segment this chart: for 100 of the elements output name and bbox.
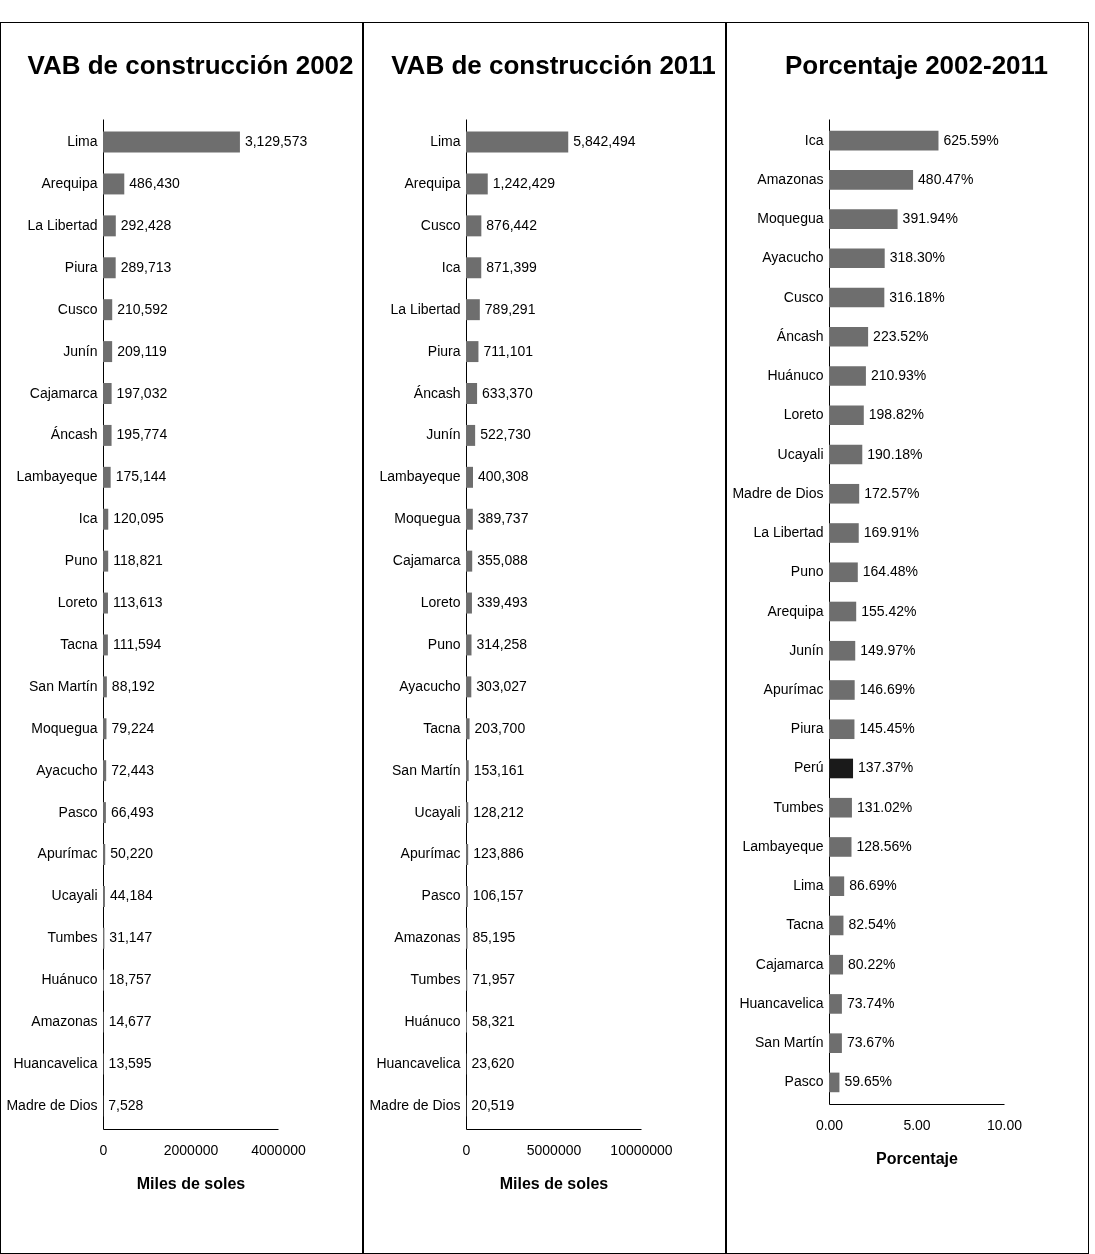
data-label: 50,220	[110, 845, 154, 862]
x-tick-label: 5000000	[526, 1141, 582, 1158]
data-label: 318.30%	[889, 249, 945, 266]
data-label: 625.59%	[943, 131, 999, 148]
data-label: 58,321	[472, 1013, 516, 1030]
y-tick-label: Cusco	[57, 300, 98, 317]
bar	[829, 797, 852, 818]
bar	[466, 341, 479, 363]
y-tick-label: La Libertad	[390, 300, 461, 317]
y-tick-label: Ica	[804, 131, 824, 148]
bar	[103, 550, 109, 572]
bar	[829, 915, 844, 936]
bar	[103, 592, 108, 614]
x-axis-title: Porcentaje	[876, 1149, 959, 1167]
bar	[466, 466, 474, 488]
data-label: 209,119	[117, 342, 167, 359]
y-tick-label: Tumbes	[47, 929, 98, 946]
data-label: 131.02%	[856, 798, 913, 815]
x-tick-label: 10000000	[610, 1141, 673, 1158]
data-label: 522,730	[480, 426, 531, 443]
y-tick-label: Pasco	[784, 1073, 824, 1090]
x-tick-label: 0.00	[815, 1116, 844, 1133]
data-label: 128.56%	[856, 837, 912, 854]
data-label: 871,399	[486, 258, 538, 275]
data-label: 80.22%	[848, 955, 896, 972]
chart-title: VAB de construcción 2011	[391, 50, 716, 80]
bar	[103, 466, 111, 488]
bar	[466, 718, 470, 740]
bar	[829, 1072, 840, 1093]
data-label: 111,594	[112, 635, 162, 652]
data-label: 1,242,429	[492, 174, 556, 191]
y-tick-label: Arequipa	[41, 174, 98, 191]
data-label: 169.91%	[863, 524, 920, 541]
y-tick-label: San Martín	[392, 761, 461, 778]
y-tick-label: Moquegua	[757, 210, 824, 227]
y-tick-label: Áncash	[413, 384, 461, 401]
data-label: 289,713	[120, 258, 172, 275]
data-label: 789,291	[484, 300, 536, 317]
bar	[829, 640, 856, 661]
y-tick-label: La Libertad	[753, 524, 824, 541]
data-label: 79,224	[111, 719, 155, 736]
data-label: 164.48%	[862, 563, 919, 580]
y-tick-label: Tumbes	[773, 798, 824, 815]
data-label: 14,677	[108, 1013, 152, 1030]
data-label: 120,095	[113, 510, 165, 527]
y-tick-label: Apurímac	[763, 680, 824, 697]
data-label: 389,737	[477, 510, 529, 527]
y-tick-label: Apurímac	[400, 845, 461, 862]
data-label: 71,957	[472, 971, 516, 988]
data-label: 292,428	[120, 216, 172, 233]
x-axis-title: Miles de soles	[136, 1174, 246, 1192]
y-tick-label: Huánuco	[404, 1013, 461, 1030]
data-label: 198.82%	[868, 406, 925, 423]
bar	[466, 592, 472, 614]
y-tick-label: Arequipa	[404, 174, 461, 191]
data-label: 23,620	[471, 1055, 515, 1072]
bar	[103, 676, 107, 698]
data-label: 223.52%	[873, 327, 929, 344]
y-tick-label: Ucayali	[777, 445, 824, 462]
y-tick-label: San Martín	[29, 677, 98, 694]
data-label: 303,027	[476, 677, 528, 694]
data-label: 82.54%	[848, 916, 896, 933]
y-tick-label: Huancavelica	[13, 1055, 98, 1072]
bar	[829, 562, 858, 583]
bar	[466, 131, 569, 153]
bar	[829, 523, 859, 543]
y-tick-label: Junín	[63, 342, 98, 359]
bar	[466, 760, 469, 782]
y-tick-label: Junín	[789, 641, 824, 658]
y-tick-label: Junín	[426, 426, 461, 443]
bar	[829, 405, 864, 426]
data-label: 316.18%	[889, 288, 945, 305]
bar	[829, 601, 857, 622]
bar	[103, 424, 112, 446]
data-label: 172.57%	[864, 484, 920, 501]
y-tick-label: Lambayeque	[16, 468, 98, 485]
bar	[829, 326, 869, 347]
bar	[103, 634, 108, 656]
data-label: 18,757	[108, 971, 152, 988]
y-tick-label: Madre de Dios	[732, 484, 824, 501]
data-label: 391.94%	[902, 210, 958, 227]
y-tick-label: Lambayeque	[742, 837, 824, 854]
y-tick-label: Amazonas	[31, 1013, 98, 1030]
y-tick-label: Puno	[427, 635, 461, 652]
data-label: 73.74%	[846, 994, 895, 1011]
data-label: 145.45%	[859, 720, 915, 737]
bar	[829, 287, 885, 308]
data-label: 711,101	[483, 342, 534, 359]
data-label: 20,519	[471, 1096, 515, 1113]
bar	[829, 483, 860, 504]
bar	[466, 844, 469, 865]
bar	[829, 994, 842, 1014]
x-tick-label: 4000000	[251, 1141, 306, 1158]
bar	[829, 758, 854, 779]
bar	[466, 383, 478, 404]
y-tick-label: Lambayeque	[379, 468, 461, 485]
data-label: 149.97%	[860, 641, 916, 658]
x-tick-label: 0	[462, 1141, 471, 1158]
bar	[829, 130, 939, 151]
y-tick-label: Cajamarca	[29, 384, 98, 401]
